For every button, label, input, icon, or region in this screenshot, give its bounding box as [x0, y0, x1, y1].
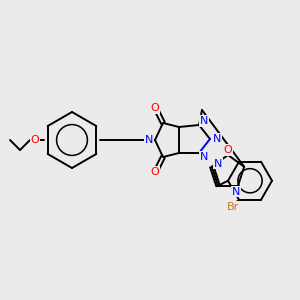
Text: N: N: [214, 159, 222, 169]
Text: O: O: [151, 103, 159, 113]
Text: O: O: [224, 145, 232, 155]
Text: N: N: [232, 187, 240, 197]
Text: Br: Br: [227, 202, 239, 212]
Text: O: O: [151, 167, 159, 177]
Text: N: N: [200, 116, 208, 126]
Text: N: N: [145, 135, 153, 145]
Text: O: O: [31, 135, 39, 145]
Text: N: N: [200, 152, 208, 162]
Text: N: N: [213, 134, 221, 144]
